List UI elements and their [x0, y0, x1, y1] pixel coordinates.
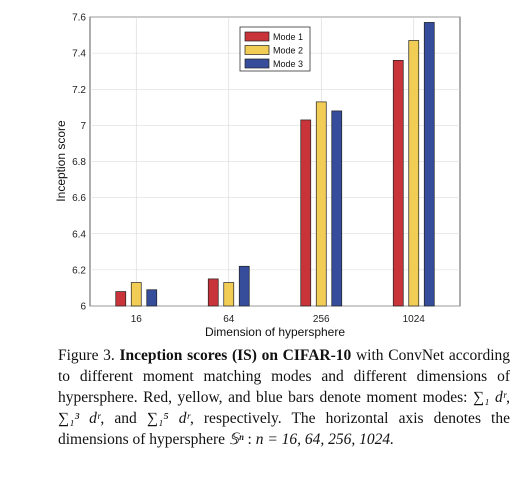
y-ticks: 6 6.2 6.4 6.6 6.8 7 7.2 7.4 7.6 — [72, 13, 86, 313]
caption-text-3: : — [247, 431, 252, 448]
x-ticks: 16 64 256 1024 — [131, 314, 426, 325]
legend-label: Mode 1 — [273, 32, 303, 42]
x-tick-label: 16 — [131, 314, 143, 325]
y-tick-label: 6.8 — [72, 157, 86, 168]
caption-text-2: , respectively. The horizontal axis deno… — [58, 410, 510, 448]
legend-label: Mode 3 — [273, 59, 303, 69]
y-tick-label: 6.6 — [72, 193, 86, 204]
y-tick-label: 6.4 — [72, 229, 86, 240]
bar-mode-3-256 — [331, 110, 343, 307]
bar-mode-1-64 — [207, 278, 219, 307]
legend-swatch — [244, 45, 270, 55]
caption-text-1: with ConvNet according to different mome… — [58, 347, 511, 406]
y-tick-label: 7.4 — [72, 49, 86, 60]
bar-mode-1-16 — [115, 291, 127, 307]
bar-mode-1-256 — [300, 119, 312, 307]
y-tick-label: 7 — [80, 121, 86, 132]
figure-caption: Figure 3. Inception scores (IS) on CIFAR… — [58, 347, 511, 448]
caption-bold-title: Inception scores (IS) on CIFAR-10 — [119, 347, 352, 364]
bar-mode-2-64 — [223, 282, 235, 307]
x-tick-label: 1024 — [403, 314, 426, 325]
legend-swatch — [244, 31, 270, 42]
x-tick-label: 64 — [223, 314, 235, 325]
x-axis-label: Dimension of hypersphere — [205, 325, 345, 339]
y-tick-label: 7.2 — [72, 85, 86, 96]
caption-sphere: 𝕊ⁿ — [228, 431, 244, 448]
legend-label: Mode 2 — [273, 46, 303, 56]
y-tick-label: 6.2 — [72, 265, 86, 276]
caption-and: and — [114, 410, 137, 427]
bar-mode-3-16 — [146, 289, 158, 307]
y-tick-label: 6 — [80, 302, 86, 313]
bar-mode-3-1024 — [423, 22, 435, 307]
caption-sum-5: ∑₁⁵ dʳ — [146, 410, 190, 427]
bar-mode-3-64 — [238, 265, 250, 307]
bars — [115, 22, 435, 307]
caption-label: Figure 3. — [58, 347, 115, 364]
caption-sum-1: ∑₁ dʳ — [472, 389, 507, 406]
y-axis-label: Inception score — [54, 120, 68, 202]
caption-n-values: n = 16, 64, 256, 1024. — [255, 431, 395, 448]
caption-sum-3: ∑₁³ dʳ — [58, 410, 101, 427]
legend-swatch — [244, 58, 270, 69]
bar-mode-2-256 — [315, 101, 327, 307]
x-tick-label: 256 — [313, 314, 330, 325]
legend: Mode 1 Mode 2 Mode 3 — [239, 26, 311, 72]
y-tick-label: 7.6 — [72, 13, 86, 24]
bar-chart: 6 6.2 6.4 6.6 6.8 7 7.2 7.4 7.6 16 64 256 1024 Ince… — [54, 13, 461, 339]
bar-mode-2-16 — [130, 282, 142, 307]
bar-mode-1-1024 — [392, 59, 404, 307]
bar-mode-2-1024 — [408, 40, 420, 307]
